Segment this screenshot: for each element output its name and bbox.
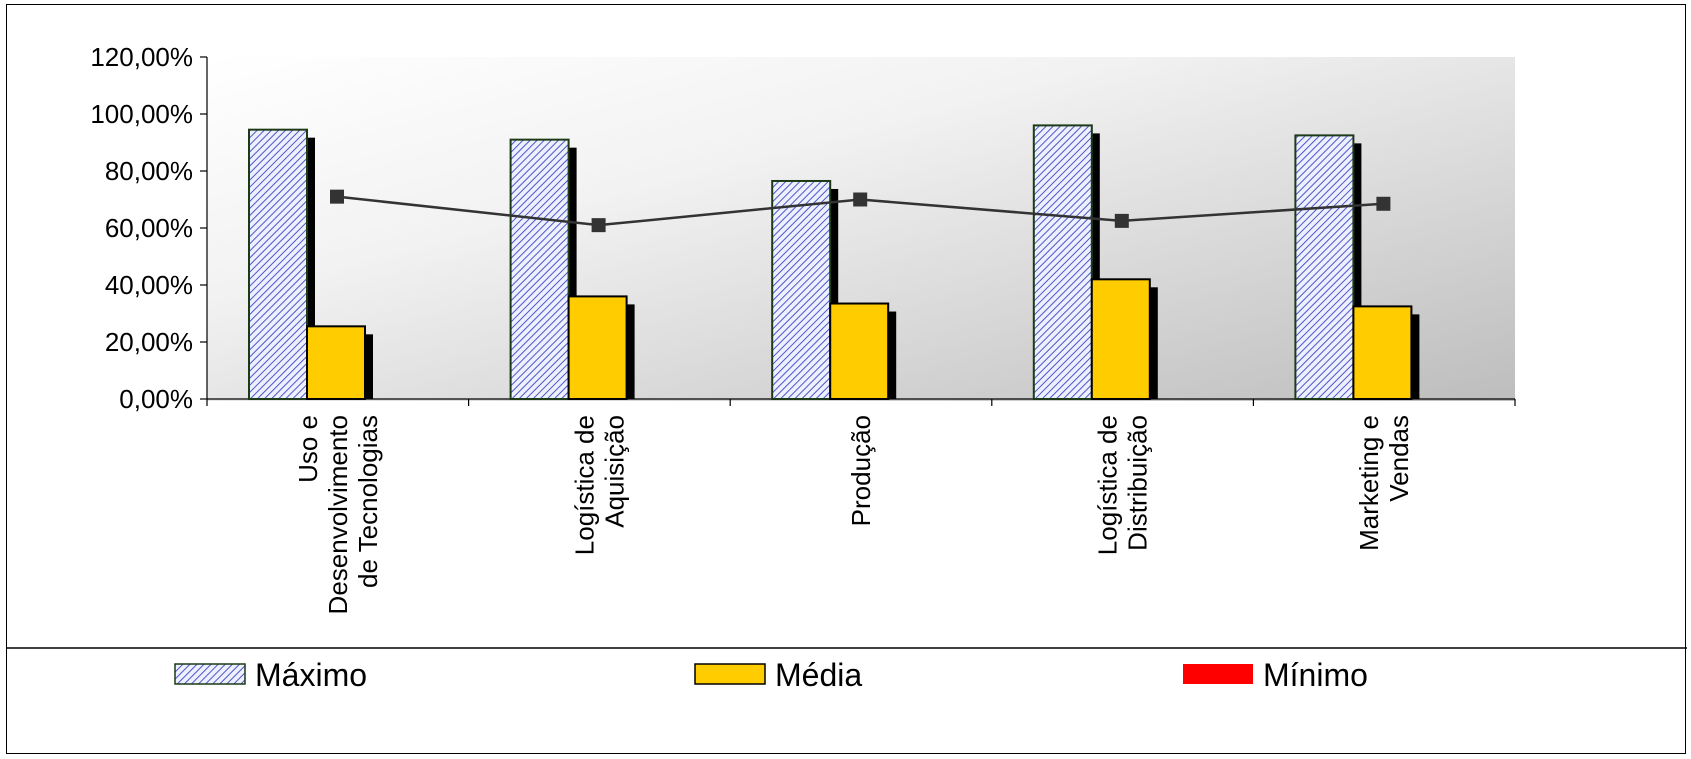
- category-label-line: de Tecnologias: [353, 415, 383, 588]
- category-label: Marketing e Vendas: [1354, 415, 1414, 551]
- legend-item: Máximo: [174, 657, 367, 693]
- bar-maximo: [509, 138, 570, 400]
- y-tick-label: 0,00%: [119, 384, 193, 414]
- bar-media: [1090, 278, 1151, 400]
- minimo-point: [1114, 213, 1129, 228]
- bar-maximo: [1032, 124, 1093, 401]
- legend-swatch: [174, 663, 246, 685]
- bar-media: [1352, 305, 1413, 400]
- category-label: Uso e Desenvolvimento de Tecnologias: [293, 415, 383, 614]
- category-label-line: Desenvolvimento: [323, 415, 353, 614]
- bar-media: [829, 302, 890, 400]
- category-label: Produção: [846, 415, 876, 526]
- category-label: Logística de Aquisição: [569, 415, 629, 555]
- y-tick-label: 20,00%: [105, 327, 193, 357]
- legend: Máximo Média Mínimo: [174, 657, 1368, 693]
- category-label-line: Aquisição: [599, 415, 629, 528]
- minimo-point: [591, 218, 606, 233]
- bar-media: [306, 325, 366, 401]
- category-label-line: Logística de: [569, 415, 599, 555]
- chart-frame: 0,00% 20,00% 40,00% 60,00% 80,00% 100,00% 120,…: [6, 4, 1687, 754]
- y-tick-label: 40,00%: [105, 270, 193, 300]
- y-tick-label: 120,00%: [90, 42, 193, 72]
- axes: 0,00% 20,00% 40,00% 60,00% 80,00% 100,00% 120,…: [90, 42, 1516, 414]
- category-label-line: Uso e: [293, 415, 323, 483]
- y-tick-label: 80,00%: [105, 156, 193, 186]
- minimo-point: [1376, 196, 1391, 211]
- category-label: Logística de Distribuição: [1093, 415, 1153, 555]
- bars: [248, 124, 1420, 401]
- y-tick-label: 100,00%: [90, 99, 193, 129]
- legend-swatch: [694, 663, 766, 685]
- bar-media: [567, 295, 628, 400]
- bar-maximo: [771, 179, 832, 400]
- y-tick-label: 60,00%: [105, 213, 193, 243]
- category-labels: Uso e Desenvolvimento de Tecnologias Logíst…: [293, 415, 1414, 614]
- legend-item: Média: [694, 657, 862, 693]
- category-label-line: Distribuição: [1123, 415, 1153, 551]
- category-label-line: Marketing e: [1354, 415, 1384, 551]
- category-label-line: Vendas: [1384, 415, 1414, 502]
- legend-label: Mínimo: [1263, 657, 1368, 693]
- bar-maximo: [248, 128, 308, 401]
- minimo-point: [330, 189, 344, 204]
- bar-chart: 0,00% 20,00% 40,00% 60,00% 80,00% 100,00% 120,…: [7, 42, 1687, 693]
- legend-swatch: [1183, 664, 1253, 684]
- legend-label: Máximo: [255, 657, 367, 693]
- minimo-line: [330, 189, 1391, 233]
- bar-maximo: [1294, 134, 1355, 400]
- legend-label: Média: [775, 657, 862, 693]
- category-label-line: Logística de: [1093, 415, 1123, 555]
- minimo-point: [853, 192, 868, 207]
- category-label-line: Produção: [846, 415, 876, 526]
- legend-item: Mínimo: [1183, 657, 1368, 693]
